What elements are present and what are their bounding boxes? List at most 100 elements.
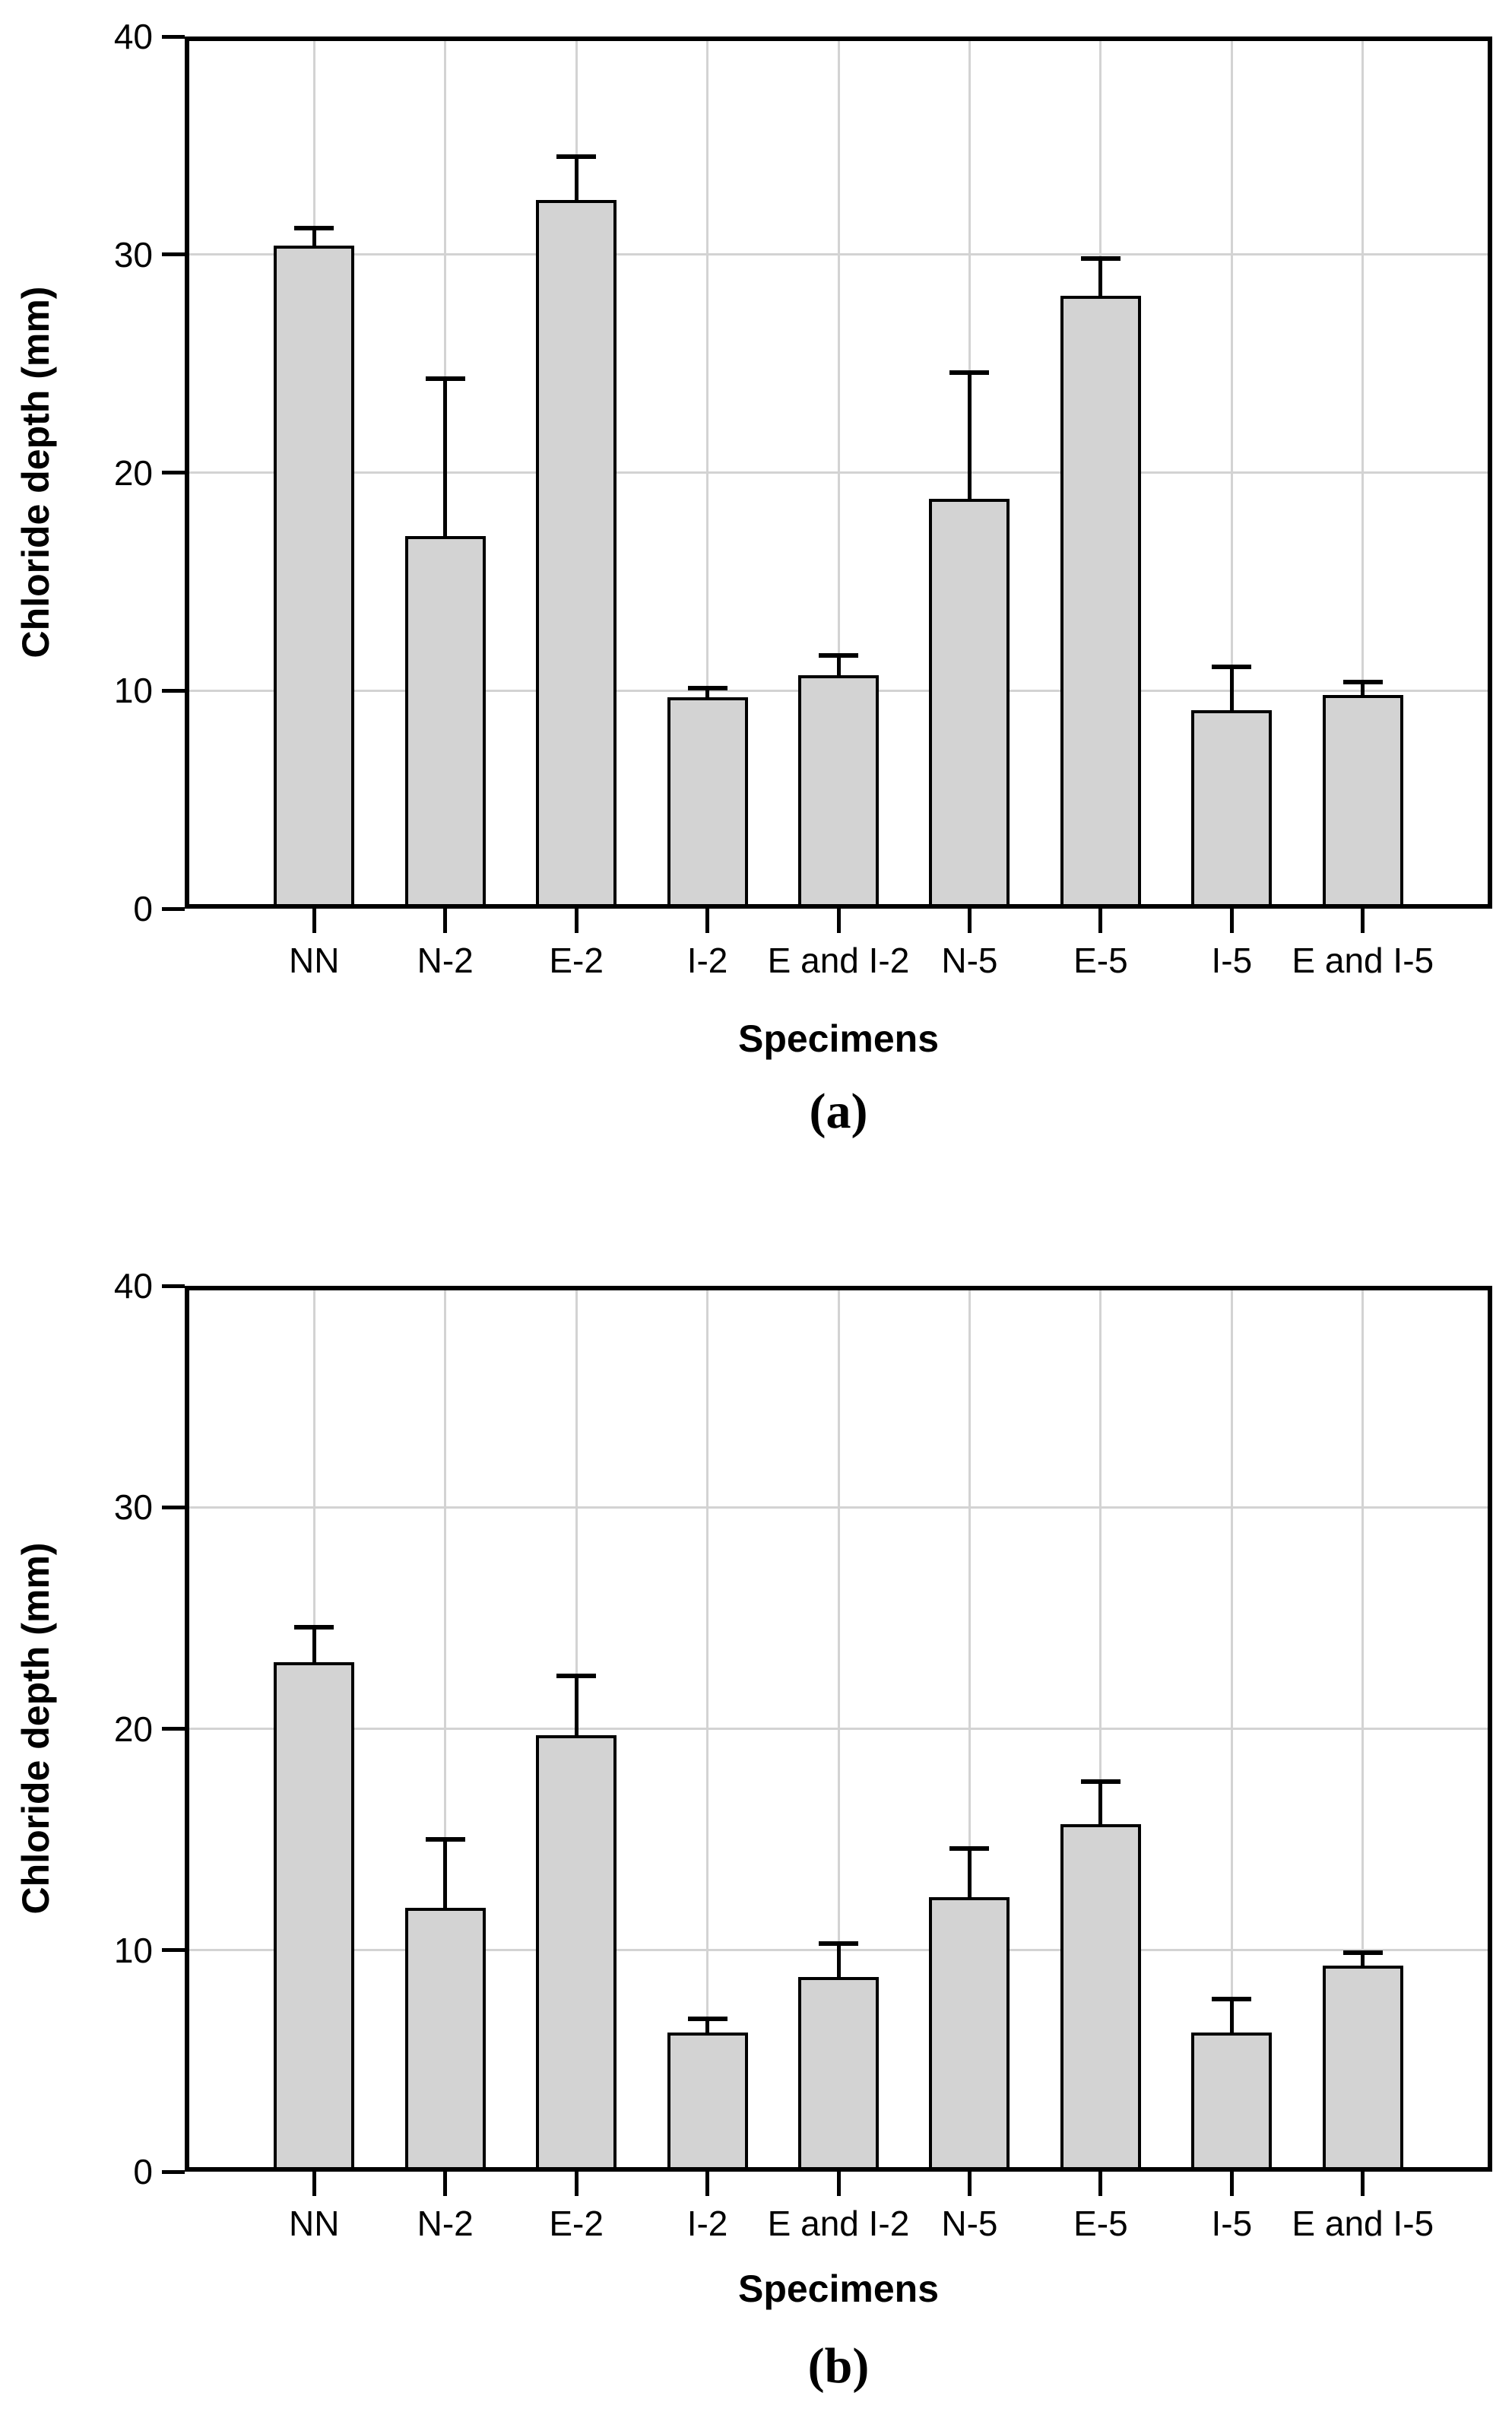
y-tick [162,1948,185,1953]
h-gridline [185,253,1492,256]
bar [536,1735,617,2172]
error-bar-stem [836,1944,841,1977]
y-tick-label: 10 [113,671,153,711]
y-tick [162,1727,185,1731]
bar [929,498,1010,909]
h-gridline [185,471,1492,474]
x-tick [1229,2172,1234,2196]
x-category-label: I-2 [686,941,728,980]
x-category-label: E-2 [549,941,604,980]
x-category-label: E and I-2 [767,2204,910,2243]
error-bar-stem [574,156,578,201]
error-bar-cap [1342,679,1383,684]
error-bar-stem [967,372,972,499]
x-tick [705,909,710,933]
error-bar-cap [687,2017,727,2022]
x-tick [836,2172,841,2196]
x-category-label: N-5 [941,2204,998,2243]
error-bar-cap [949,1845,990,1851]
plot-frame [185,36,1492,909]
y-tick [162,471,185,474]
error-bar-cap [819,1941,858,1946]
error-bar-cap [687,686,727,691]
error-bar-stem [1229,666,1234,711]
error-bar-cap [949,370,990,375]
x-tick [705,2172,710,2196]
panel-label-b: (b) [807,2338,870,2394]
error-bar-stem [443,1839,448,1909]
y-tick [162,1505,185,1509]
y-tick-label: 10 [113,1930,153,1970]
x-category-label: E and I-5 [1292,941,1434,980]
bar [404,1908,486,2172]
x-category-label: N-2 [417,2204,474,2243]
error-bar-stem [1098,259,1103,297]
error-bar-cap [1212,1996,1252,2001]
error-bar-cap [294,1624,334,1630]
bar [1060,1823,1141,2172]
error-bar-cap [556,1673,597,1678]
bar [929,1896,1010,2172]
x-tick [443,2172,448,2196]
x-category-label: E-5 [1073,2204,1128,2243]
error-bar-stem [312,1626,316,1663]
error-bar-cap [1080,256,1121,262]
error-bar-stem [1361,681,1365,695]
error-bar-stem [967,1848,972,1897]
y-tick [162,2169,185,2174]
x-tick [1361,909,1365,933]
x-category-label: E-2 [549,2204,604,2243]
y-tick-label: 20 [113,1709,153,1749]
x-category-label: N-2 [417,941,474,980]
x-axis-title-b: Specimens [737,2267,939,2310]
y-tick-label: 40 [113,1266,153,1306]
x-category-label: NN [288,2204,340,2243]
bar [536,200,617,909]
bar [1191,2032,1273,2172]
y-tick [162,688,185,693]
error-bar-cap [1080,1779,1121,1785]
x-tick [312,909,316,933]
x-tick [574,2172,578,2196]
x-category-label: I-2 [686,2204,728,2243]
x-tick [1229,909,1234,933]
x-category-label: I-5 [1211,2204,1253,2243]
x-tick [312,2172,316,2196]
y-tick-label: 0 [133,889,153,928]
error-bar-stem [705,688,710,697]
h-gridline [185,1728,1492,1730]
bar [1322,694,1403,909]
x-tick [574,909,578,933]
bar [667,2032,748,2172]
x-tick [967,909,972,933]
error-bar-stem [1229,1998,1234,2033]
panel-label-a: (a) [809,1084,868,1139]
y-tick-label: 30 [113,234,153,275]
y-tick [162,906,185,911]
x-category-label: NN [288,941,340,980]
error-bar-stem [836,655,841,676]
h-gridline [185,1506,1492,1509]
y-tick [162,34,185,39]
error-bar-stem [574,1675,578,1736]
x-tick [967,2172,972,2196]
x-axis-title-a: Specimens [737,1017,939,1060]
x-category-label: E and I-2 [767,941,910,980]
y-tick-label: 40 [113,17,153,56]
x-tick [1098,909,1103,933]
x-tick [1098,2172,1103,2196]
error-bar-stem [443,379,448,536]
error-bar-cap [819,653,858,658]
error-bar-cap [556,154,597,159]
x-category-label: N-5 [941,941,998,980]
error-bar-cap [1212,664,1252,669]
y-tick [162,252,185,257]
error-bar-stem [705,2019,710,2033]
x-tick [836,909,841,933]
bar [274,246,355,909]
bar [1322,1966,1403,2172]
x-tick [443,909,448,933]
bar [798,675,879,909]
y-tick-label: 30 [113,1487,153,1528]
